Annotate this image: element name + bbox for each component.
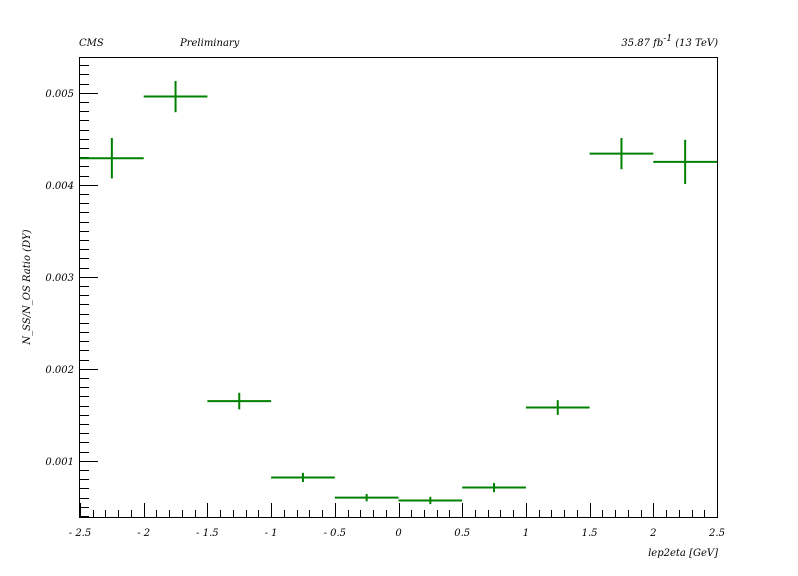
x-tick-label: 1.5 [582,528,598,539]
y-axis: 0.001 0.002 0.003 0.004 0.005 [45,65,98,517]
data-point [143,80,208,113]
x-tick-label: - 1.5 [196,528,218,539]
experiment-label: CMS [79,38,104,49]
luminosity-exponent: -1 [663,34,672,44]
data-point [462,482,526,493]
y-tick-label: 0.002 [45,365,74,376]
y-tick-label: 0.003 [45,273,74,284]
plot-frame [79,57,718,518]
luminosity-value: 35.87 fb [621,38,663,49]
y-axis-title: N_SS/N_OS Ratio (DY) [22,229,33,345]
data-points [80,80,717,505]
x-tick-label: 0.5 [454,528,470,539]
x-axis: - 2.5 - 2 - 1.5 - 1 - 0.5 0 0.5 1 1.5 2 2.5 [69,503,725,539]
x-tick-label: - 0.5 [324,528,346,539]
x-tick-label: 0 [395,528,402,539]
data-point [589,137,654,170]
x-tick-label: 2.5 [708,528,725,539]
data-point [653,139,717,184]
y-tick-label: 0.005 [45,89,74,100]
energy-label: (13 TeV) [675,38,718,49]
data-point [207,392,272,410]
x-tick-label: - 2.5 [69,528,91,539]
status-label: Preliminary [179,38,240,49]
x-tick-label: - 2 [137,528,150,539]
y-tick-label: 0.001 [45,457,74,468]
data-point [525,400,590,415]
y-tick-label: 0.004 [45,181,74,192]
luminosity-label: 35.87 fb-1 (13 TeV) [621,34,718,49]
data-point [334,494,399,502]
x-tick-label: 1 [523,528,529,539]
data-point [271,472,335,483]
x-tick-label: 2 [649,528,656,539]
x-tick-label: - 1 [265,528,278,539]
x-axis-title: lep2eta [GeV] [648,548,718,559]
data-point [80,137,144,179]
data-point [398,496,463,505]
